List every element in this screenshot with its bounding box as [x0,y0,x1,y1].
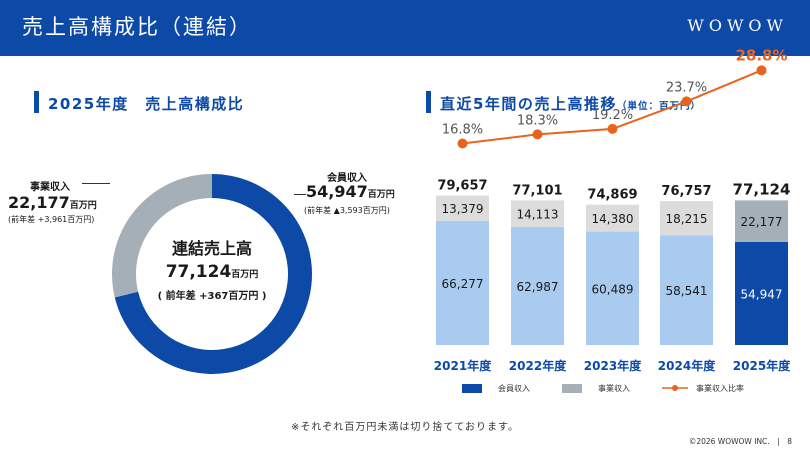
trend-section-title: 直近5年間の売上高推移（単位：百万円） [440,93,701,114]
ratio-point [756,65,767,76]
bar-members-label: 66,277 [442,277,484,291]
ratio-label: 18.3% [517,113,558,128]
bar-members [436,220,489,345]
section-marker [34,91,39,113]
trend-title-text: 直近5年間の売上高推移 [440,95,617,113]
business-label: 事業収入 [30,182,70,193]
members-diff: (前年差 ▲3,593百万円) [304,206,390,215]
bar-members-label: 58,541 [666,284,708,298]
bar-members [735,241,788,345]
business-unit: 百万円 [69,201,97,211]
bar-business [586,204,639,232]
donut-center-unit: 百万円 [231,270,259,280]
business-leader-line [82,183,110,184]
bar-business-label: 14,113 [517,208,559,222]
donut-center-total: 77,124百万円 [162,262,262,282]
members-value: 54,947 [306,182,368,201]
bar-members-label: 54,947 [741,287,783,301]
bar-members-label: 62,987 [517,280,559,294]
ratio-point [607,123,618,134]
donut-slice-business [111,174,212,298]
legend-business: 事業収入 [562,383,630,394]
copyright: ©2026 WOWOW INC. | 8 [688,437,792,446]
bar-members-label: 60,489 [592,282,634,296]
ratio-label: 16.8% [442,123,483,138]
x-tick-label: 2025年度 [733,358,791,373]
ratio-label: 28.8% [735,46,787,64]
bar-business-label: 13,379 [442,202,484,216]
ratio-point [532,129,543,140]
bar-business [436,195,489,221]
bar-total-label: 77,124 [733,180,791,198]
legend-ratio-swatch [662,385,688,391]
bar-business-label: 22,177 [741,215,783,229]
donut-center-diff: ( 前年差 +367百万円 ) [157,291,267,302]
page-title: 売上高構成比（連結） [22,15,252,39]
bar-total-label: 74,869 [587,188,637,203]
footnote: ※それぞれ百万円未満は切り捨てております。 [290,422,520,433]
bar-members [586,231,639,345]
x-tick-label: 2022年度 [509,358,567,373]
legend-members-swatch [462,384,482,393]
copyright-text: ©2026 WOWOW INC. [688,437,770,446]
donut-center-title: 連結売上高 [171,239,252,258]
wowow-logo: WOWOW [687,16,788,35]
legend-members: 会員収入 [462,383,530,394]
bar-total-label: 77,101 [512,183,562,198]
header-bar [0,0,810,56]
business-diff: (前年差 +3,961百万円) [8,215,95,224]
members-leader-line [294,194,306,195]
members-label: 会員収入 [327,173,367,184]
business-total: 22,177百万円 [8,193,97,212]
ratio-label: 23.7% [666,80,707,95]
bar-business [735,200,788,242]
x-tick-label: 2021年度 [434,358,492,373]
ratio-label: 19.2% [592,108,633,123]
members-unit: 百万円 [367,190,395,200]
ratio-point [457,138,468,149]
legend-business-swatch [562,384,582,393]
trend-unit-note: （単位：百万円） [616,101,701,112]
page-number: 8 [787,437,792,446]
composition-section-title: 2025年度 売上高構成比 [48,95,245,113]
business-value: 22,177 [8,193,70,212]
bar-members [511,226,564,345]
bar-business-label: 18,215 [666,212,708,226]
section-marker [426,91,431,113]
bar-total-label: 76,757 [661,184,711,199]
bar-business [660,201,713,236]
bar-members [660,235,713,345]
bar-business [511,200,564,227]
bar-business-label: 14,380 [592,212,634,226]
x-tick-label: 2023年度 [584,358,642,373]
ratio-point [681,96,692,107]
x-tick-label: 2024年度 [658,358,716,373]
donut-center-value: 77,124 [165,262,232,282]
legend-ratio: 事業収入比率 [662,383,744,394]
bar-total-label: 79,657 [437,179,487,194]
members-total: 54,947百万円 [306,182,395,201]
